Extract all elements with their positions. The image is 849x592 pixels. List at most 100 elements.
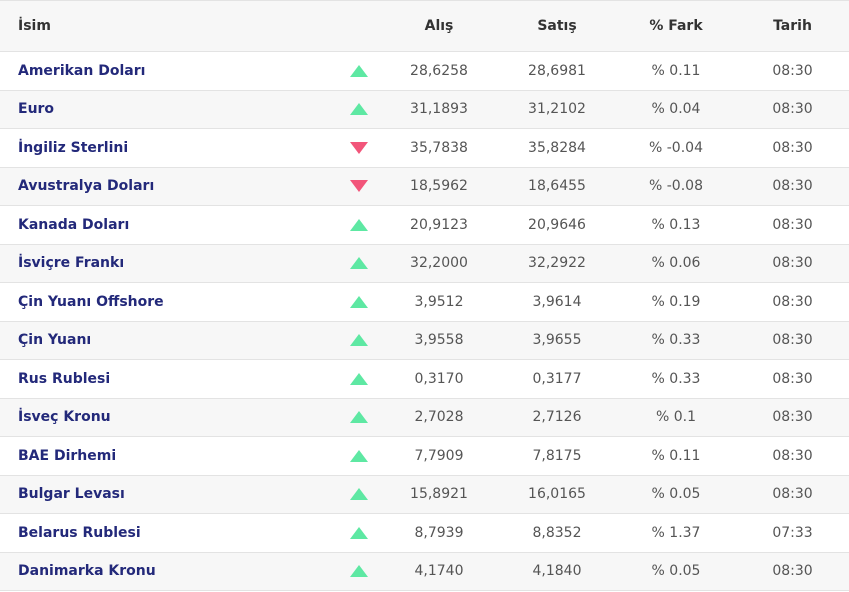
diff-value: % 0.33 bbox=[651, 370, 701, 387]
trend-up-icon bbox=[350, 372, 368, 385]
date-value: 08:30 bbox=[772, 216, 813, 233]
buy-value: 3,9558 bbox=[414, 332, 464, 349]
trend-up-icon bbox=[350, 488, 368, 501]
column-header-buy[interactable]: Alış bbox=[424, 18, 454, 34]
trend-cell bbox=[338, 257, 380, 270]
column-header-sell[interactable]: Satış bbox=[537, 18, 577, 34]
buy-value: 2,7028 bbox=[414, 409, 464, 426]
currency-name-link[interactable]: İsviçre Frankı bbox=[18, 255, 125, 272]
currency-name-link[interactable]: Danimarka Kronu bbox=[18, 563, 156, 580]
table-row[interactable]: Avustralya Doları 18,5962 18,6455 % -0.08 08… bbox=[0, 167, 849, 206]
buy-value: 31,1893 bbox=[410, 101, 468, 118]
trend-down-icon bbox=[350, 180, 368, 193]
table-row[interactable]: Kanada Doları 20,9123 20,9646 % 0.13 08:30 bbox=[0, 206, 849, 245]
table-header: İsim Alış Satış % Fark Tarih bbox=[0, 1, 849, 52]
trend-up-icon bbox=[350, 295, 368, 308]
currency-name-link[interactable]: İsveç Kronu bbox=[18, 409, 111, 426]
table-row[interactable]: BAE Dirhemi 7,7909 7,8175 % 0.11 08:30 bbox=[0, 437, 849, 476]
sell-value: 18,6455 bbox=[528, 178, 586, 195]
diff-value: % 0.19 bbox=[651, 293, 701, 310]
trend-up-icon bbox=[350, 103, 368, 116]
trend-up-icon bbox=[350, 411, 368, 424]
currency-name-link[interactable]: Çin Yuanı bbox=[18, 332, 92, 349]
diff-value: % 1.37 bbox=[651, 524, 701, 541]
sell-value: 8,8352 bbox=[532, 524, 582, 541]
currency-name-link[interactable]: Euro bbox=[18, 101, 55, 118]
diff-value: % 0.05 bbox=[651, 563, 701, 580]
sell-value: 28,6981 bbox=[528, 62, 586, 79]
table-row[interactable]: Euro 31,1893 31,2102 % 0.04 08:30 bbox=[0, 90, 849, 129]
table-row[interactable]: Amerikan Doları 28,6258 28,6981 % 0.11 08:30 bbox=[0, 52, 849, 91]
trend-cell bbox=[338, 141, 380, 154]
diff-value: % 0.11 bbox=[651, 62, 701, 79]
sell-value: 32,2922 bbox=[528, 255, 586, 272]
table-row[interactable]: Bulgar Levası 15,8921 16,0165 % 0.05 08:30 bbox=[0, 475, 849, 514]
sell-value: 3,9655 bbox=[532, 332, 582, 349]
trend-cell bbox=[338, 295, 380, 308]
date-value: 08:30 bbox=[772, 139, 813, 156]
currency-name-link[interactable]: Bulgar Levası bbox=[18, 486, 125, 503]
currency-name-link[interactable]: Rus Rublesi bbox=[18, 370, 111, 387]
trend-cell bbox=[338, 372, 380, 385]
trend-cell bbox=[338, 411, 380, 424]
trend-cell bbox=[338, 488, 380, 501]
diff-value: % 0.33 bbox=[651, 332, 701, 349]
date-value: 08:30 bbox=[772, 178, 813, 195]
buy-value: 35,7838 bbox=[410, 139, 468, 156]
date-value: 08:30 bbox=[772, 409, 813, 426]
trend-down-icon bbox=[350, 141, 368, 154]
buy-value: 8,7939 bbox=[414, 524, 464, 541]
diff-value: % -0.04 bbox=[649, 139, 703, 156]
column-header-diff[interactable]: % Fark bbox=[649, 18, 703, 34]
diff-value: % 0.1 bbox=[655, 409, 697, 426]
table-row[interactable]: Çin Yuanı Offshore 3,9512 3,9614 % 0.19 08:3… bbox=[0, 283, 849, 322]
buy-value: 28,6258 bbox=[410, 62, 468, 79]
currency-name-link[interactable]: İngiliz Sterlini bbox=[18, 139, 129, 156]
currency-name-link[interactable]: Amerikan Doları bbox=[18, 62, 146, 79]
date-value: 07:33 bbox=[772, 524, 813, 541]
sell-value: 7,8175 bbox=[532, 447, 582, 464]
table-row[interactable]: Belarus Rublesi 8,7939 8,8352 % 1.37 07:33 bbox=[0, 514, 849, 553]
buy-value: 20,9123 bbox=[410, 216, 468, 233]
table-row[interactable]: İsviçre Frankı 32,2000 32,2922 % 0.06 08:30 bbox=[0, 244, 849, 283]
date-value: 08:30 bbox=[772, 332, 813, 349]
currency-name-link[interactable]: Kanada Doları bbox=[18, 216, 130, 233]
date-value: 08:30 bbox=[772, 447, 813, 464]
trend-cell bbox=[338, 103, 380, 116]
date-value: 08:30 bbox=[772, 563, 813, 580]
table-body: Amerikan Doları 28,6258 28,6981 % 0.11 08:30… bbox=[0, 52, 849, 591]
date-value: 08:30 bbox=[772, 486, 813, 503]
sell-value: 16,0165 bbox=[528, 486, 586, 503]
table-row[interactable]: İngiliz Sterlini 35,7838 35,8284 % -0.04 08:… bbox=[0, 129, 849, 168]
trend-up-icon bbox=[350, 526, 368, 539]
buy-value: 4,1740 bbox=[414, 563, 464, 580]
buy-value: 32,2000 bbox=[410, 255, 468, 272]
table-row[interactable]: Danimarka Kronu 4,1740 4,1840 % 0.05 08:30 bbox=[0, 552, 849, 591]
currency-name-link[interactable]: Çin Yuanı Offshore bbox=[18, 293, 164, 310]
buy-value: 7,7909 bbox=[414, 447, 464, 464]
table-row[interactable]: Çin Yuanı 3,9558 3,9655 % 0.33 08:30 bbox=[0, 321, 849, 360]
diff-value: % 0.05 bbox=[651, 486, 701, 503]
diff-value: % 0.13 bbox=[651, 216, 701, 233]
trend-cell bbox=[338, 526, 380, 539]
date-value: 08:30 bbox=[772, 255, 813, 272]
column-header-name[interactable]: İsim bbox=[18, 18, 51, 34]
trend-cell bbox=[338, 334, 380, 347]
table-row[interactable]: Rus Rublesi 0,3170 0,3177 % 0.33 08:30 bbox=[0, 360, 849, 399]
diff-value: % -0.08 bbox=[649, 178, 703, 195]
column-header-date[interactable]: Tarih bbox=[773, 18, 812, 34]
sell-value: 31,2102 bbox=[528, 101, 586, 118]
buy-value: 18,5962 bbox=[410, 178, 468, 195]
trend-up-icon bbox=[350, 565, 368, 578]
currency-name-link[interactable]: BAE Dirhemi bbox=[18, 447, 117, 464]
sell-value: 0,3177 bbox=[532, 370, 582, 387]
date-value: 08:30 bbox=[772, 101, 813, 118]
trend-up-icon bbox=[350, 218, 368, 231]
trend-cell bbox=[338, 180, 380, 193]
sell-value: 35,8284 bbox=[528, 139, 586, 156]
currency-name-link[interactable]: Belarus Rublesi bbox=[18, 524, 141, 541]
table-row[interactable]: İsveç Kronu 2,7028 2,7126 % 0.1 08:30 bbox=[0, 398, 849, 437]
date-value: 08:30 bbox=[772, 370, 813, 387]
trend-cell bbox=[338, 449, 380, 462]
currency-name-link[interactable]: Avustralya Doları bbox=[18, 178, 155, 195]
